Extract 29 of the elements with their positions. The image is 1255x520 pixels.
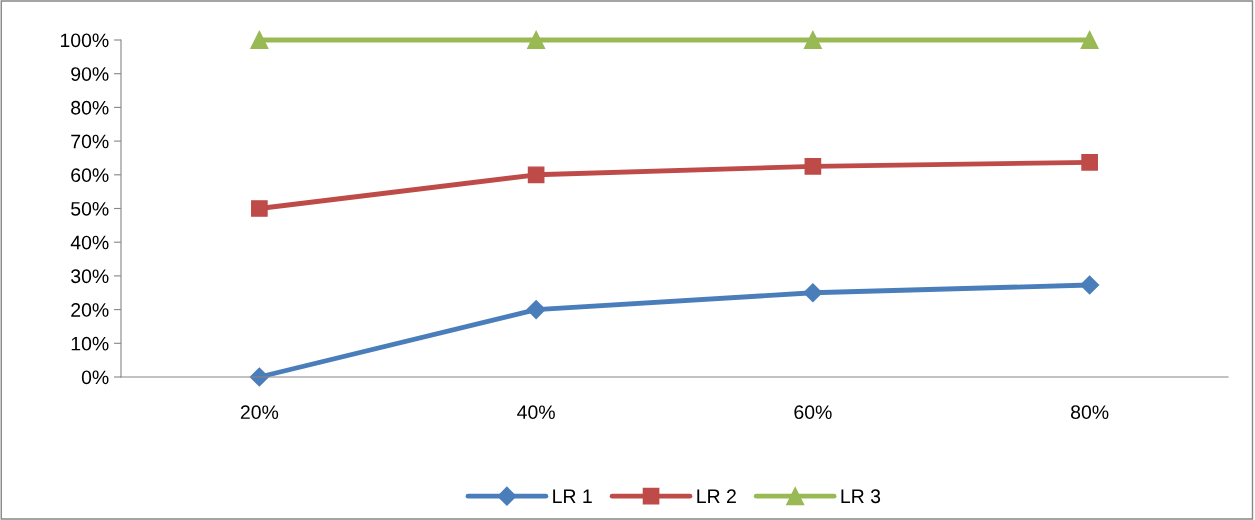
y-tick-label: 30% bbox=[71, 269, 109, 284]
point bbox=[527, 166, 545, 184]
y-tick-label: 80% bbox=[71, 100, 109, 115]
legend-label: LR 1 bbox=[553, 489, 592, 503]
legend-label: LR 2 bbox=[697, 489, 736, 503]
x-tick-label: 60% bbox=[794, 405, 832, 420]
point bbox=[527, 30, 546, 50]
legend-label: LR 3 bbox=[841, 489, 881, 504]
x-tick-label: 20% bbox=[240, 405, 279, 420]
y-tick-label: 90% bbox=[71, 67, 109, 81]
point bbox=[250, 30, 269, 50]
point bbox=[251, 200, 268, 217]
y-tick-label: 20% bbox=[71, 303, 109, 317]
y-tick-label: 40% bbox=[70, 235, 109, 250]
point bbox=[526, 300, 546, 320]
y-tick-label: 10% bbox=[71, 336, 109, 351]
x-tick-label: 40% bbox=[517, 405, 555, 420]
point bbox=[803, 283, 823, 303]
y-tick-label: 50% bbox=[71, 201, 109, 216]
x-tick-label: 80% bbox=[1071, 405, 1109, 420]
point bbox=[803, 30, 822, 50]
point bbox=[804, 158, 822, 175]
y-tick-label: 70% bbox=[71, 134, 109, 149]
y-tick-label: 0% bbox=[81, 370, 109, 385]
point bbox=[1080, 275, 1100, 295]
point bbox=[1080, 30, 1099, 50]
y-tick-label: 100% bbox=[60, 33, 109, 48]
y-tick-label: 60% bbox=[71, 168, 109, 183]
point bbox=[1081, 153, 1098, 171]
